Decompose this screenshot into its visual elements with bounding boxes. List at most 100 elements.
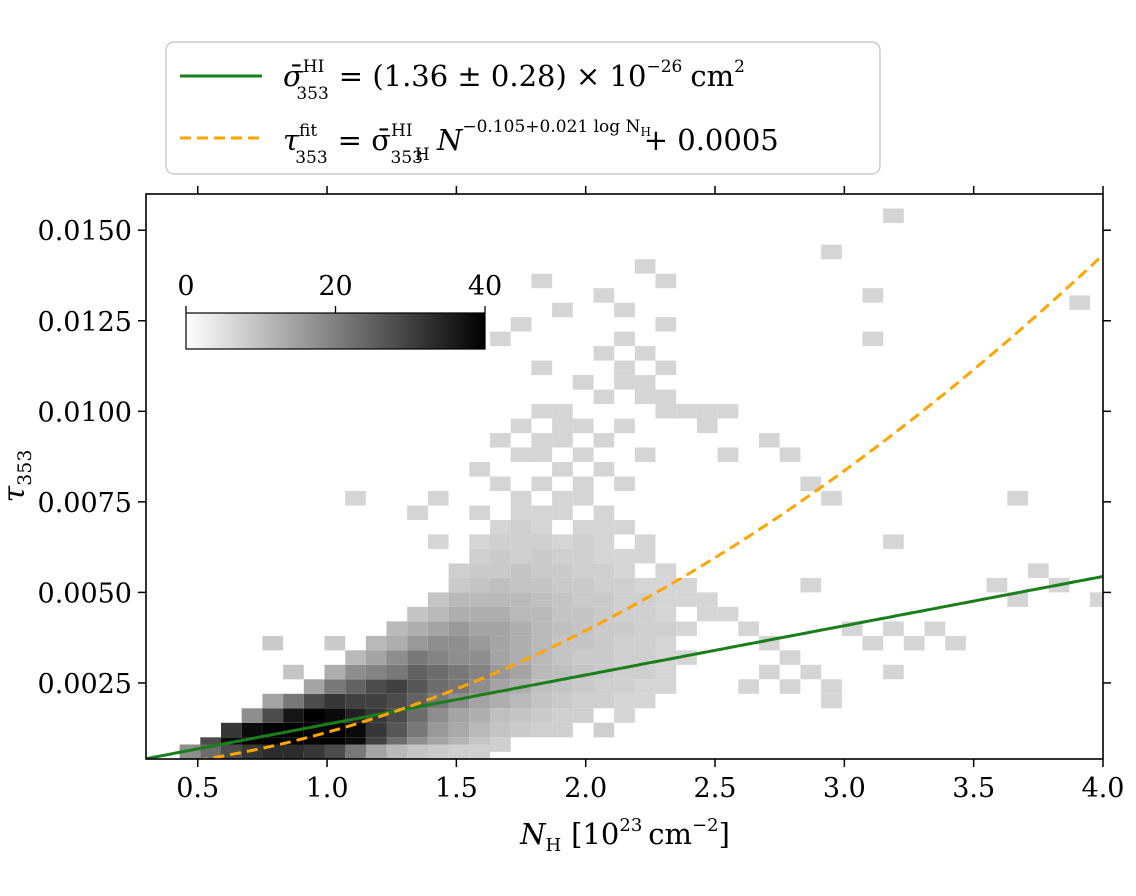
heatmap-cell bbox=[862, 331, 884, 347]
heatmap-cell bbox=[655, 273, 677, 289]
plot-area: 0.5 1.0 1.5 2.0 2.5 3.0 3.5 4.0 0.00250.00500.0… bbox=[38, 186, 1125, 804]
heatmap-cells bbox=[179, 208, 1103, 759]
legend-linear-lhs-sup: HI bbox=[303, 57, 325, 77]
heatmap-cell bbox=[531, 563, 553, 578]
heatmap-cell bbox=[448, 722, 470, 738]
heatmap-cell bbox=[552, 708, 573, 723]
heatmap-cell bbox=[593, 693, 615, 709]
heatmap-cell bbox=[448, 621, 470, 636]
heatmap-cell bbox=[738, 679, 759, 694]
heatmap-cell bbox=[717, 447, 739, 462]
heatmap-cell bbox=[634, 447, 656, 462]
x-tick-label: 1.0 bbox=[306, 773, 349, 804]
heatmap-cell bbox=[407, 635, 428, 651]
heatmap-cell bbox=[490, 577, 511, 593]
heatmap-cell bbox=[469, 606, 490, 622]
heatmap-cell bbox=[655, 635, 677, 651]
heatmap-cell bbox=[386, 635, 408, 651]
legend-fit-nh-exp-sub: H bbox=[640, 125, 650, 139]
x-tick-label: 3.5 bbox=[952, 773, 995, 804]
heatmap-cell bbox=[614, 621, 635, 636]
heatmap-cell bbox=[634, 346, 656, 361]
heatmap-cell bbox=[552, 722, 573, 738]
heatmap-cell bbox=[345, 744, 366, 759]
heatmap-cell bbox=[427, 606, 449, 622]
heatmap-cell bbox=[593, 577, 615, 593]
heatmap-cell bbox=[510, 534, 532, 549]
heatmap-cell bbox=[572, 635, 594, 651]
heatmap-cell bbox=[800, 664, 822, 680]
heatmap-cell bbox=[345, 650, 366, 665]
heatmap-cell bbox=[283, 744, 304, 759]
heatmap-cell bbox=[324, 635, 346, 651]
legend-fit-sigma-sub: 353 bbox=[391, 148, 423, 168]
heatmap-cell bbox=[510, 664, 532, 680]
heatmap-cell bbox=[490, 650, 511, 665]
heatmap-cell bbox=[241, 708, 263, 723]
heatmap-cell bbox=[469, 592, 490, 607]
heatmap-cell bbox=[448, 650, 470, 665]
heatmap-cell bbox=[531, 273, 553, 289]
heatmap-cell bbox=[324, 679, 346, 694]
heatmap-cell bbox=[779, 679, 801, 694]
heatmap-cell bbox=[634, 606, 656, 622]
heatmap-cell bbox=[469, 621, 490, 636]
heatmap-cell bbox=[717, 606, 739, 622]
heatmap-cell bbox=[469, 679, 490, 694]
heatmap-cell bbox=[510, 491, 532, 506]
heatmap-cell bbox=[448, 592, 470, 607]
heatmap-cell bbox=[469, 722, 490, 738]
heatmap-cell bbox=[469, 534, 490, 549]
heatmap-cell bbox=[593, 563, 615, 578]
heatmap-cell bbox=[634, 693, 656, 709]
heatmap-cell bbox=[552, 650, 573, 665]
heatmap-cell bbox=[386, 693, 408, 709]
heatmap-cell bbox=[386, 621, 408, 636]
x-axis-label-symbol-sub: H bbox=[545, 835, 561, 856]
heatmap-cell bbox=[510, 592, 532, 607]
heatmap-cell bbox=[655, 606, 677, 622]
heatmap-cell bbox=[821, 693, 842, 709]
x-tick-label: 4.0 bbox=[1082, 773, 1125, 804]
heatmap-cell bbox=[1007, 491, 1028, 506]
heatmap-cell bbox=[634, 375, 656, 390]
heatmap-cell bbox=[490, 635, 511, 651]
heatmap-cell bbox=[427, 708, 449, 723]
heatmap-cell bbox=[552, 534, 573, 549]
heatmap-cell bbox=[531, 664, 553, 680]
heatmap-cell bbox=[1090, 592, 1103, 607]
heatmap-cell bbox=[365, 722, 387, 738]
heatmap-cell bbox=[531, 722, 553, 738]
heatmap-cell bbox=[614, 418, 635, 434]
heatmap-cell bbox=[531, 534, 553, 549]
heatmap-cell bbox=[283, 708, 304, 723]
heatmap-cell bbox=[490, 606, 511, 622]
heatmap-cell bbox=[924, 621, 946, 636]
heatmap-cell bbox=[593, 288, 615, 303]
heatmap-cell bbox=[262, 635, 284, 651]
heatmap-cell bbox=[614, 360, 635, 376]
heatmap-cell bbox=[572, 592, 594, 607]
heatmap-cell bbox=[552, 302, 573, 318]
heatmap-cell bbox=[510, 606, 532, 622]
heatmap-cell bbox=[427, 744, 449, 759]
heatmap-cell bbox=[552, 418, 573, 434]
heatmap-cell bbox=[593, 722, 615, 738]
legend-fit-nh-exp: −0.105+0.021 log N bbox=[462, 117, 640, 137]
x-tick-label: 2.0 bbox=[564, 773, 607, 804]
heatmap-cell bbox=[821, 679, 842, 694]
heatmap-cell bbox=[427, 491, 449, 506]
heatmap-cell bbox=[883, 664, 904, 680]
heatmap-cell bbox=[510, 418, 532, 434]
legend-fit-nh: N bbox=[436, 123, 464, 157]
colorbar-tick-label: 20 bbox=[318, 271, 352, 302]
heatmap-cell bbox=[593, 534, 615, 549]
heatmap-cell bbox=[283, 664, 304, 680]
y-axis-label-symbol: τ bbox=[0, 485, 32, 502]
heatmap-cell bbox=[469, 548, 490, 564]
heatmap-cell bbox=[531, 476, 553, 491]
heatmap-cell bbox=[469, 635, 490, 651]
heatmap-cell bbox=[531, 447, 553, 462]
heatmap-cell bbox=[262, 693, 284, 709]
heatmap-cell bbox=[490, 708, 511, 723]
